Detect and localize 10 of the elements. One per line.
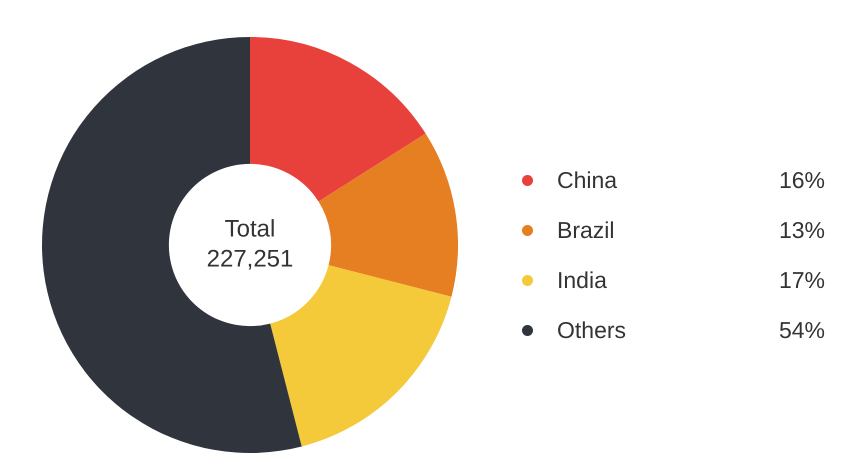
legend-label: Others [557, 316, 628, 344]
data-label: 54% [778, 316, 825, 344]
data-label: 13% [778, 216, 825, 244]
text: Total [224, 216, 276, 243]
legend-label: China [557, 166, 618, 194]
text: 227,251 [206, 246, 294, 273]
data-label: 16% [778, 166, 825, 194]
data-label: 17% [778, 266, 825, 294]
legend-label: Brazil [557, 216, 616, 244]
legend-label: India [557, 266, 608, 294]
